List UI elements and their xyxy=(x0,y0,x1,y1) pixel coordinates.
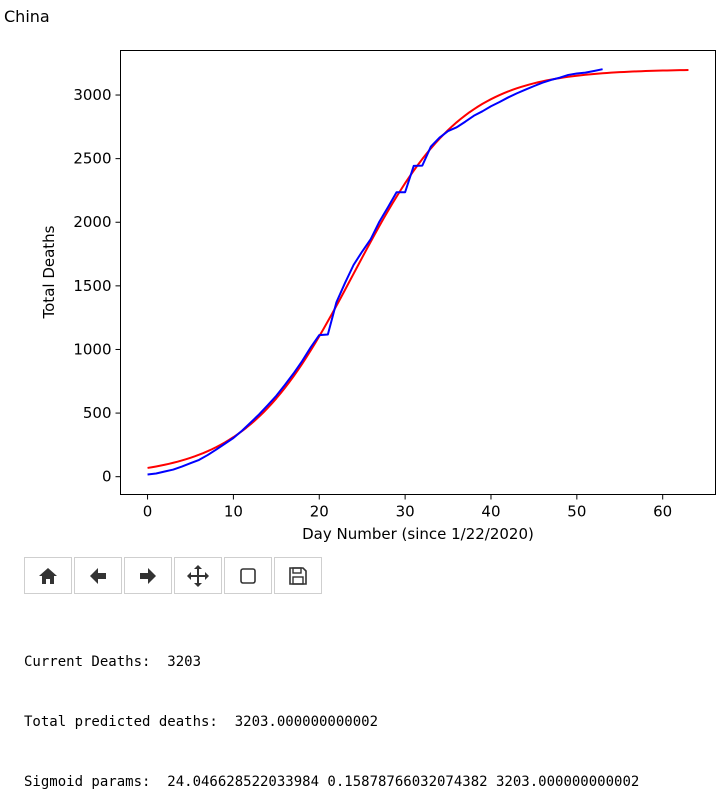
sigmoid-params-line: Sigmoid params: 24.046628522033984 0.158… xyxy=(24,774,640,790)
x-tick-label: 30 xyxy=(396,503,415,521)
zoom-rect-icon xyxy=(240,567,256,584)
x-tick-label: 40 xyxy=(481,503,500,521)
plot-toolbar xyxy=(24,557,324,594)
home-icon xyxy=(39,567,57,584)
pan-button[interactable] xyxy=(174,557,222,594)
actual-deaths-line xyxy=(147,68,603,476)
home-button[interactable] xyxy=(24,557,72,594)
y-tick-label: 3000 xyxy=(73,86,111,104)
total-predicted-line: Total predicted deaths: 3203.00000000000… xyxy=(24,714,379,730)
x-tick-label: 60 xyxy=(653,503,672,521)
y-tick-label: 2500 xyxy=(73,150,111,168)
y-tick-label: 500 xyxy=(83,404,112,422)
save-disk-icon xyxy=(289,566,307,585)
series-lines xyxy=(147,68,689,476)
forward-arrow-icon xyxy=(140,567,156,584)
x-tick-label: 50 xyxy=(567,503,586,521)
back-button[interactable] xyxy=(74,557,122,594)
deaths-chart: 0 10 20 30 40 50 60 0 500 1000 1500 2000 2500 3000 Da… xyxy=(40,50,716,543)
x-axis-label: Day Number (since 1/22/2020) xyxy=(302,525,534,543)
x-tick-label: 20 xyxy=(310,503,329,521)
plot-frame xyxy=(120,50,716,495)
zoom-button[interactable] xyxy=(224,557,272,594)
forward-button[interactable] xyxy=(124,557,172,594)
page-title: China xyxy=(4,7,50,26)
pan-move-icon xyxy=(187,564,209,587)
back-arrow-icon xyxy=(90,567,106,584)
x-tick-label: 0 xyxy=(143,503,153,521)
current-deaths-line: Current Deaths: 3203 xyxy=(24,654,202,670)
y-axis-label: Total Deaths xyxy=(40,225,58,319)
y-tick-label: 2000 xyxy=(73,213,111,231)
save-button[interactable] xyxy=(274,557,322,594)
console-output: Current Deaths: 3203 Total predicted dea… xyxy=(24,612,639,812)
axis-ticks: 0 10 20 30 40 50 60 0 500 1000 1500 2000 2500 3000 xyxy=(73,86,672,520)
y-tick-label: 1000 xyxy=(73,340,111,358)
x-tick-label: 10 xyxy=(224,503,243,521)
y-tick-label: 1500 xyxy=(73,277,111,295)
y-tick-label: 0 xyxy=(102,468,112,486)
